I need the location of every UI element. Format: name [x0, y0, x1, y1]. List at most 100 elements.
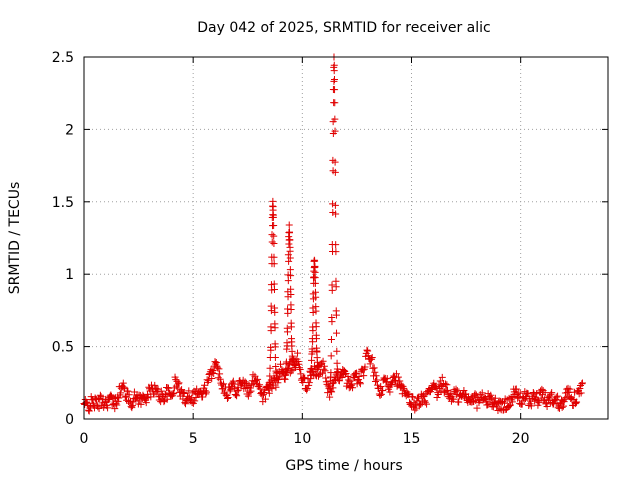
- data-point-marker: [372, 372, 380, 380]
- data-point-marker: [224, 394, 232, 402]
- data-point-marker: [493, 403, 501, 411]
- data-point-marker: [120, 383, 128, 391]
- data-point-marker: [523, 389, 531, 397]
- data-point-marker: [573, 398, 581, 406]
- x-tick-label: 20: [512, 431, 530, 447]
- data-point-marker: [202, 390, 210, 398]
- data-point-marker: [370, 364, 378, 372]
- data-point-marker: [373, 376, 381, 384]
- data-point-marker: [305, 379, 313, 387]
- data-point-marker: [241, 378, 249, 386]
- data-point-marker: [270, 260, 278, 268]
- data-point-marker: [559, 402, 567, 410]
- data-point-marker: [331, 86, 339, 94]
- data-point-marker: [578, 380, 586, 388]
- data-point-marker: [299, 378, 307, 386]
- data-point-marker: [366, 360, 374, 368]
- data-point-marker: [161, 390, 169, 398]
- data-point-marker: [115, 394, 123, 402]
- data-point-marker: [329, 384, 337, 392]
- data-point-marker: [104, 404, 112, 412]
- data-point-marker: [271, 308, 279, 316]
- data-point-marker: [364, 352, 372, 360]
- data-point-marker: [535, 399, 543, 407]
- data-point-marker: [320, 362, 328, 370]
- data-point-marker: [323, 380, 331, 388]
- data-point-marker: [345, 376, 353, 384]
- data-point-marker: [271, 343, 279, 351]
- x-tick-label: 5: [189, 431, 198, 447]
- data-point-marker: [515, 393, 523, 401]
- data-point-marker: [119, 379, 127, 387]
- y-tick-label: 0.5: [52, 340, 74, 356]
- data-point-marker: [309, 327, 317, 335]
- data-point-marker: [202, 388, 210, 396]
- data-point-marker: [288, 367, 296, 375]
- data-point-marker: [254, 375, 262, 383]
- data-point-marker: [94, 403, 102, 411]
- data-point-marker: [313, 335, 321, 343]
- data-point-marker: [452, 385, 460, 393]
- data-point-marker: [330, 75, 338, 83]
- data-point-marker: [376, 392, 384, 400]
- data-point-marker: [332, 241, 340, 249]
- data-point-marker: [114, 397, 122, 405]
- data-point-marker: [287, 290, 295, 298]
- data-point-marker: [286, 236, 294, 244]
- data-point-marker: [558, 403, 566, 411]
- data-point-marker: [269, 203, 277, 211]
- data-point-marker: [265, 380, 273, 388]
- data-point-marker: [233, 387, 241, 395]
- data-point-marker: [113, 401, 121, 409]
- data-point-marker: [400, 384, 408, 392]
- data-point-marker: [576, 385, 584, 393]
- data-point-marker: [169, 390, 177, 398]
- data-point-marker: [143, 394, 151, 402]
- data-point-marker: [271, 353, 279, 361]
- data-point-marker: [125, 391, 133, 399]
- data-point-marker: [269, 213, 277, 221]
- data-point-marker: [256, 385, 264, 393]
- data-point-marker: [548, 389, 556, 397]
- data-point-marker: [331, 168, 339, 176]
- grid-lines: [84, 57, 608, 419]
- data-point-marker: [571, 400, 579, 408]
- data-point-marker: [268, 238, 276, 246]
- data-point-marker: [471, 390, 479, 398]
- data-point-marker: [187, 396, 195, 404]
- data-point-marker: [541, 389, 549, 397]
- data-point-marker: [175, 379, 183, 387]
- data-point-marker: [331, 99, 339, 107]
- data-point-marker: [180, 390, 188, 398]
- data-point-marker: [512, 385, 520, 393]
- data-point-marker: [247, 387, 255, 395]
- data-point-marker: [514, 394, 522, 402]
- data-point-marker: [223, 395, 231, 403]
- data-point-marker: [377, 390, 385, 398]
- data-point-marker: [286, 228, 294, 236]
- data-point-marker: [246, 388, 254, 396]
- data-point-marker: [447, 390, 455, 398]
- data-point-marker: [201, 381, 209, 389]
- data-point-marker: [270, 221, 278, 229]
- data-point-marker: [289, 357, 297, 365]
- data-point-marker: [565, 388, 573, 396]
- data-point-marker: [252, 377, 260, 385]
- data-point-marker: [383, 378, 391, 386]
- data-point-marker: [527, 402, 535, 410]
- data-point-marker: [246, 384, 254, 392]
- data-point-marker: [338, 373, 346, 381]
- data-point-marker: [192, 394, 200, 402]
- data-point-marker: [543, 402, 551, 410]
- data-point-marker: [327, 352, 335, 360]
- data-point-marker: [386, 388, 394, 396]
- data-point-marker: [333, 347, 341, 355]
- data-point-marker: [297, 370, 305, 378]
- data-point-marker: [235, 386, 243, 394]
- x-tick-label: 15: [403, 431, 421, 447]
- data-point-marker: [137, 400, 145, 408]
- data-point-marker: [554, 392, 562, 400]
- data-point-marker: [473, 404, 481, 412]
- data-point-marker: [552, 393, 560, 401]
- data-point-marker: [409, 393, 417, 401]
